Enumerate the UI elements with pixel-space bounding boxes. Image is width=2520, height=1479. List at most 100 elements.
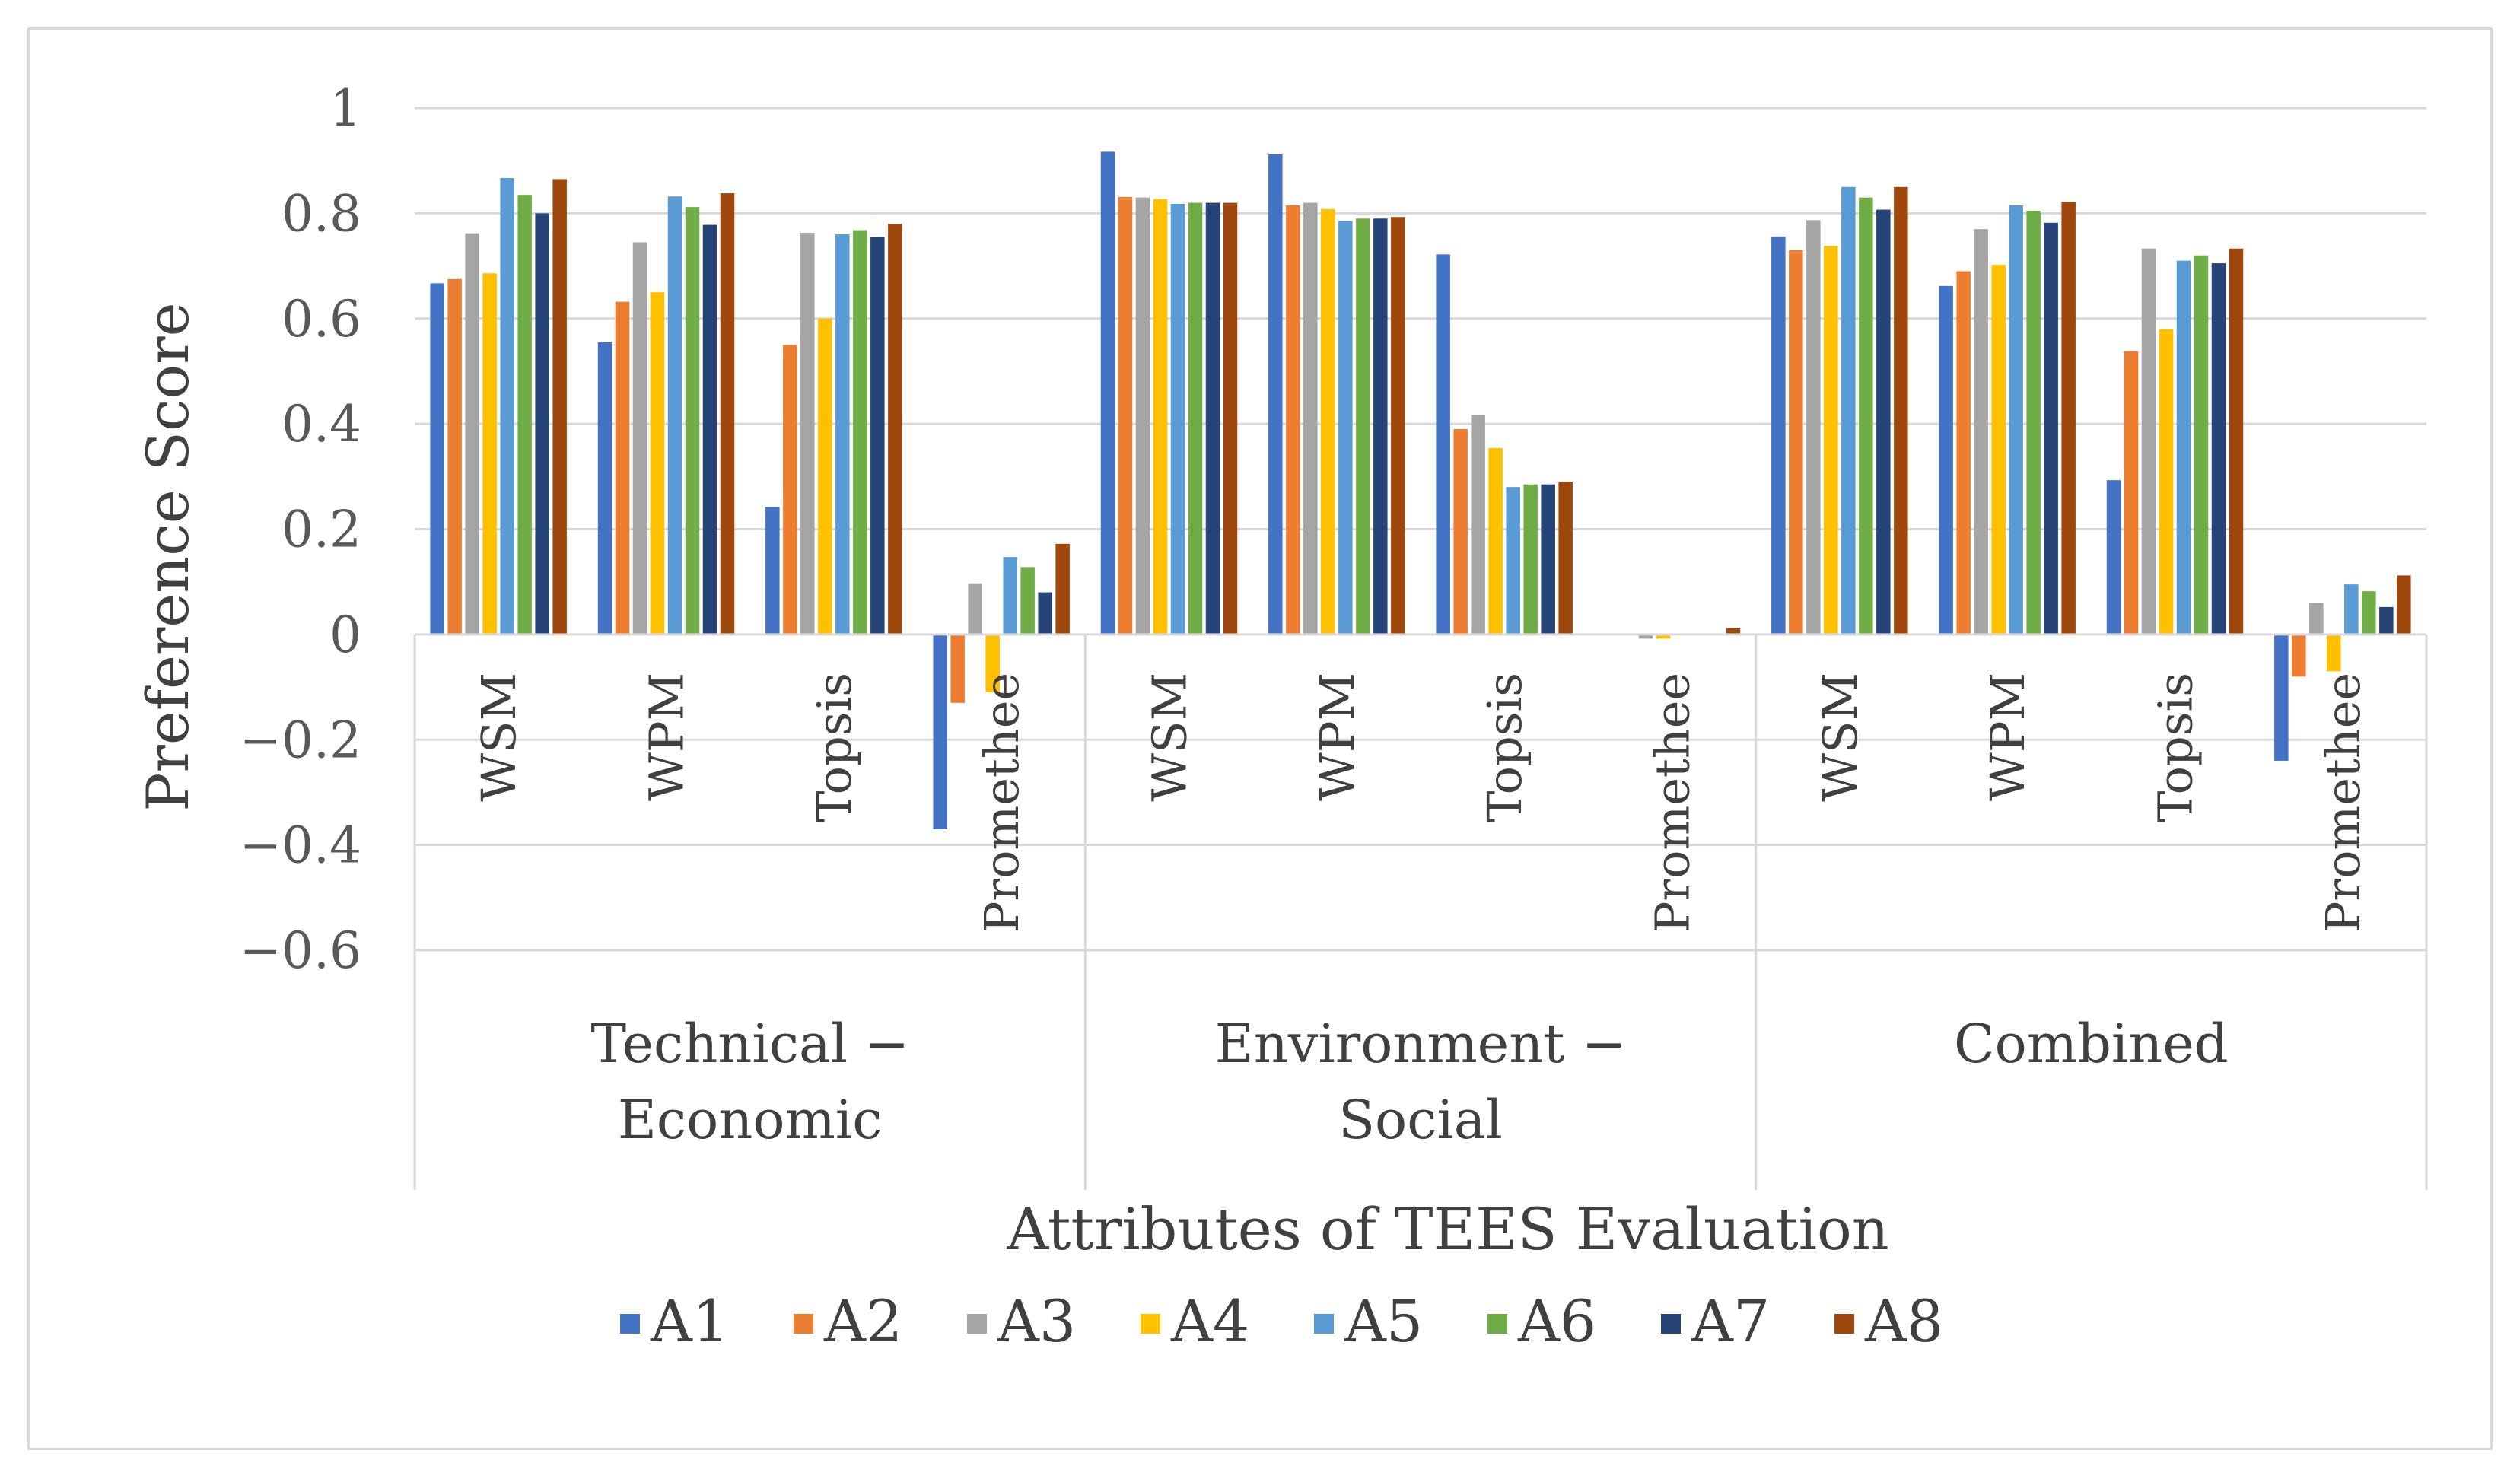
bar-a1-1	[597, 342, 612, 635]
bar-a2-11	[2292, 634, 2306, 677]
bar-a4-2	[818, 318, 832, 635]
y-tick-label: 0.4	[282, 395, 361, 453]
method-label: Promethee	[974, 673, 1029, 933]
bar-a5-10	[2176, 260, 2191, 635]
y-tick-label: 0	[329, 606, 361, 664]
legend-label-a4: A4	[1170, 1287, 1249, 1355]
bar-a7-10	[2211, 263, 2226, 635]
bar-a8-0	[552, 179, 567, 635]
bar-a8-1	[720, 193, 735, 635]
bar-a5-11	[2344, 584, 2359, 635]
bar-a7-6	[1541, 484, 1555, 635]
bar-a5-2	[835, 234, 850, 635]
method-label: Topsis	[2148, 673, 2203, 822]
bar-a1-8	[1771, 236, 1786, 635]
method-label: WSM	[471, 673, 527, 802]
legend-label-a2: A2	[823, 1287, 902, 1355]
bar-a7-8	[1876, 209, 1891, 635]
bar-a3-4	[1135, 197, 1150, 635]
bar-a6-6	[1523, 484, 1538, 635]
bar-a7-5	[1373, 218, 1388, 635]
bar-a7-3	[1038, 592, 1052, 635]
legend-label-a6: A6	[1517, 1287, 1596, 1355]
bar-a4-4	[1153, 199, 1168, 635]
bar-a5-8	[1841, 186, 1856, 635]
y-tick-label: −0.2	[240, 711, 361, 769]
group-labels: Technical − Economic Environment − Social Co…	[590, 1013, 2228, 1151]
bar-a6-3	[1020, 567, 1035, 635]
bar-a5-1	[667, 196, 682, 635]
bar-a4-9	[1991, 265, 2006, 635]
legend-swatch-a4	[1141, 1314, 1160, 1334]
bar-a1-10	[2106, 480, 2121, 635]
bar-a8-2	[888, 224, 902, 635]
method-label: WSM	[1812, 673, 1868, 802]
legend-label-a5: A5	[1344, 1287, 1423, 1355]
bar-a4-8	[1824, 246, 1838, 635]
legend-label-a8: A8	[1864, 1287, 1943, 1355]
method-label: Topsis	[807, 673, 862, 822]
bar-a2-1	[615, 301, 630, 635]
x-axis-title: Attributes of TEES Evaluation	[1006, 1195, 1888, 1263]
bar-a3-0	[465, 233, 479, 635]
bar-a3-8	[1806, 220, 1821, 635]
gridlines	[415, 107, 2426, 952]
bar-a5-9	[2009, 205, 2023, 635]
bar-a6-9	[2026, 210, 2041, 635]
group-label: Technical −	[590, 1013, 909, 1075]
bar-a6-4	[1188, 202, 1203, 635]
bar-a2-5	[1286, 205, 1300, 635]
bar-a8-11	[2397, 575, 2411, 635]
bar-a1-5	[1268, 154, 1283, 635]
bar-a7-1	[702, 224, 718, 635]
bar-a3-3	[968, 583, 982, 635]
bar-a8-9	[2061, 202, 2076, 635]
bar-a7-2	[870, 237, 885, 635]
group-label: Combined	[1954, 1013, 2229, 1075]
y-axis-title: Preference Score	[134, 302, 202, 811]
legend-swatch-a8	[1834, 1314, 1854, 1334]
bar-a2-8	[1789, 250, 1803, 635]
group-label: Social	[1338, 1089, 1503, 1151]
bar-a8-3	[1055, 543, 1070, 635]
legend-swatch-a1	[620, 1314, 640, 1334]
bar-a1-3	[933, 634, 947, 829]
x-axis	[413, 633, 2428, 1190]
legend-swatch-a6	[1488, 1314, 1507, 1334]
bar-a2-4	[1118, 196, 1133, 635]
bar-a1-0	[430, 283, 444, 635]
bar-a8-6	[1558, 482, 1573, 635]
bar-a4-6	[1488, 447, 1503, 635]
bar-a6-11	[2362, 591, 2376, 635]
method-label: Promethee	[2315, 673, 2371, 933]
group-label: Economic	[618, 1089, 883, 1151]
y-tick-label: −0.6	[240, 921, 361, 980]
method-label: WPM	[1309, 673, 1365, 801]
method-label: Promethee	[1645, 673, 1701, 933]
bar-a1-6	[1436, 254, 1450, 635]
bar-a4-11	[2327, 634, 2341, 672]
bar-a8-8	[1894, 186, 1908, 635]
legend-swatch-a5	[1314, 1314, 1334, 1334]
bars	[430, 151, 2411, 829]
legend-label-a3: A3	[997, 1287, 1076, 1355]
bar-a3-10	[2141, 248, 2156, 635]
bar-a1-4	[1100, 151, 1115, 635]
bar-a6-0	[517, 195, 532, 635]
y-tick-labels: 1 0.8 0.6 0.4 0.2 0 −0.2 −0.4 −0.6	[240, 79, 361, 980]
method-label: WPM	[1980, 673, 2035, 801]
bar-a2-10	[2124, 351, 2139, 635]
bar-a4-7	[1656, 634, 1671, 639]
bar-a5-4	[1170, 203, 1185, 635]
y-tick-label: 0.2	[282, 501, 361, 559]
bar-a5-5	[1338, 221, 1353, 635]
bar-a5-3	[1003, 557, 1017, 635]
bar-a2-2	[783, 345, 797, 635]
bar-a1-11	[2274, 634, 2289, 761]
bar-a4-1	[650, 292, 665, 635]
method-labels: WSM WPM Topsis Promethee WSM WPM Topsis Prometh…	[471, 673, 2371, 933]
legend-swatch-a7	[1661, 1314, 1681, 1334]
bar-a7-4	[1205, 202, 1220, 635]
bar-a6-5	[1356, 218, 1370, 635]
bar-a8-5	[1391, 217, 1405, 635]
